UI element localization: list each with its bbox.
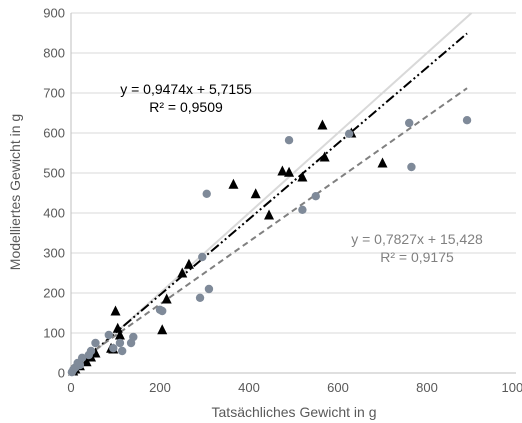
circle-point-26: [407, 162, 416, 172]
tick-labels: 0 100 200 300 400 500 600 700 800 900 0 200 400 600 80…: [43, 6, 522, 396]
circle-point-17: [195, 293, 205, 302]
triangle-point-8: [110, 305, 121, 316]
trendline-2-r2: R² = 0,9175: [380, 249, 454, 265]
triangle-point-15: [228, 178, 239, 189]
triangle-point-19: [284, 166, 295, 177]
circle-point-24: [344, 129, 354, 138]
trendline-2-equation: y = 0,7827x + 15,428: [351, 231, 483, 247]
y-tick-label-400: 400: [43, 206, 65, 221]
y-tick-label-200: 200: [43, 286, 65, 301]
y-tick-label-500: 500: [43, 166, 65, 181]
x-tick-label-0: 0: [67, 380, 74, 395]
circle-point-20: [204, 284, 214, 294]
y-tick-label-800: 800: [43, 46, 65, 61]
circle-point-14: [129, 332, 138, 342]
y-tick-label-900: 900: [43, 6, 65, 21]
circle-point-11: [115, 338, 125, 348]
circle-point-8: [91, 338, 100, 348]
circle-point-12: [117, 346, 127, 356]
circle-point-4: [75, 360, 85, 370]
trendline-1-equation: y = 0,9474x + 5,7155: [120, 81, 252, 97]
triangle-point-10: [114, 329, 125, 340]
triangle-point-21: [317, 119, 328, 130]
circle-point-5: [77, 353, 87, 362]
circle-point-10: [109, 344, 118, 353]
triangle-point-13: [177, 267, 188, 278]
y-tick-label-0: 0: [58, 366, 65, 381]
x-tick-label-600: 600: [327, 380, 349, 395]
trendlines: [70, 32, 468, 372]
y-tick-label-100: 100: [43, 326, 65, 341]
triangle-point-17: [264, 209, 275, 220]
x-tick-label-1000: 1000: [502, 380, 522, 395]
x-tick-label-200: 200: [149, 380, 171, 395]
reference-line: [70, 12, 473, 374]
axes: [70, 13, 516, 374]
y-tick-label-600: 600: [43, 126, 65, 141]
triangle-point-14: [183, 258, 194, 269]
circle-point-25: [405, 118, 414, 128]
x-axis-title: Tatsächliches Gewicht in g: [212, 404, 377, 420]
circle-point-16: [158, 306, 167, 316]
triangle-point-20: [297, 171, 308, 182]
triangle-point-11: [157, 324, 168, 335]
circle-point-23: [311, 192, 320, 201]
circle-point-22: [298, 205, 307, 214]
circle-point-27: [462, 116, 472, 125]
x-tick-label-400: 400: [238, 380, 260, 395]
x-tick-label-800: 800: [416, 380, 438, 395]
data-points: [67, 116, 472, 377]
circle-point-9: [104, 330, 114, 340]
circle-point-18: [198, 252, 207, 262]
reference-line-1to1: [70, 12, 473, 374]
circle-point-21: [284, 136, 294, 145]
triangle-point-12: [161, 293, 172, 304]
triangle-point-18: [277, 165, 288, 176]
circle-point-19: [202, 189, 211, 198]
y-axis-title: Modelliertes Gewicht in g: [7, 114, 23, 270]
trendline-1: [70, 32, 468, 372]
triangle-point-22: [319, 151, 330, 162]
trendline-1-r2: R² = 0,9509: [149, 99, 223, 115]
trendline-2: [70, 87, 468, 368]
y-tick-label-700: 700: [43, 86, 65, 101]
circle-point-7: [86, 346, 96, 356]
triangle-point-16: [250, 188, 261, 199]
triangle-point-24: [377, 157, 388, 168]
y-tick-label-300: 300: [43, 246, 65, 261]
